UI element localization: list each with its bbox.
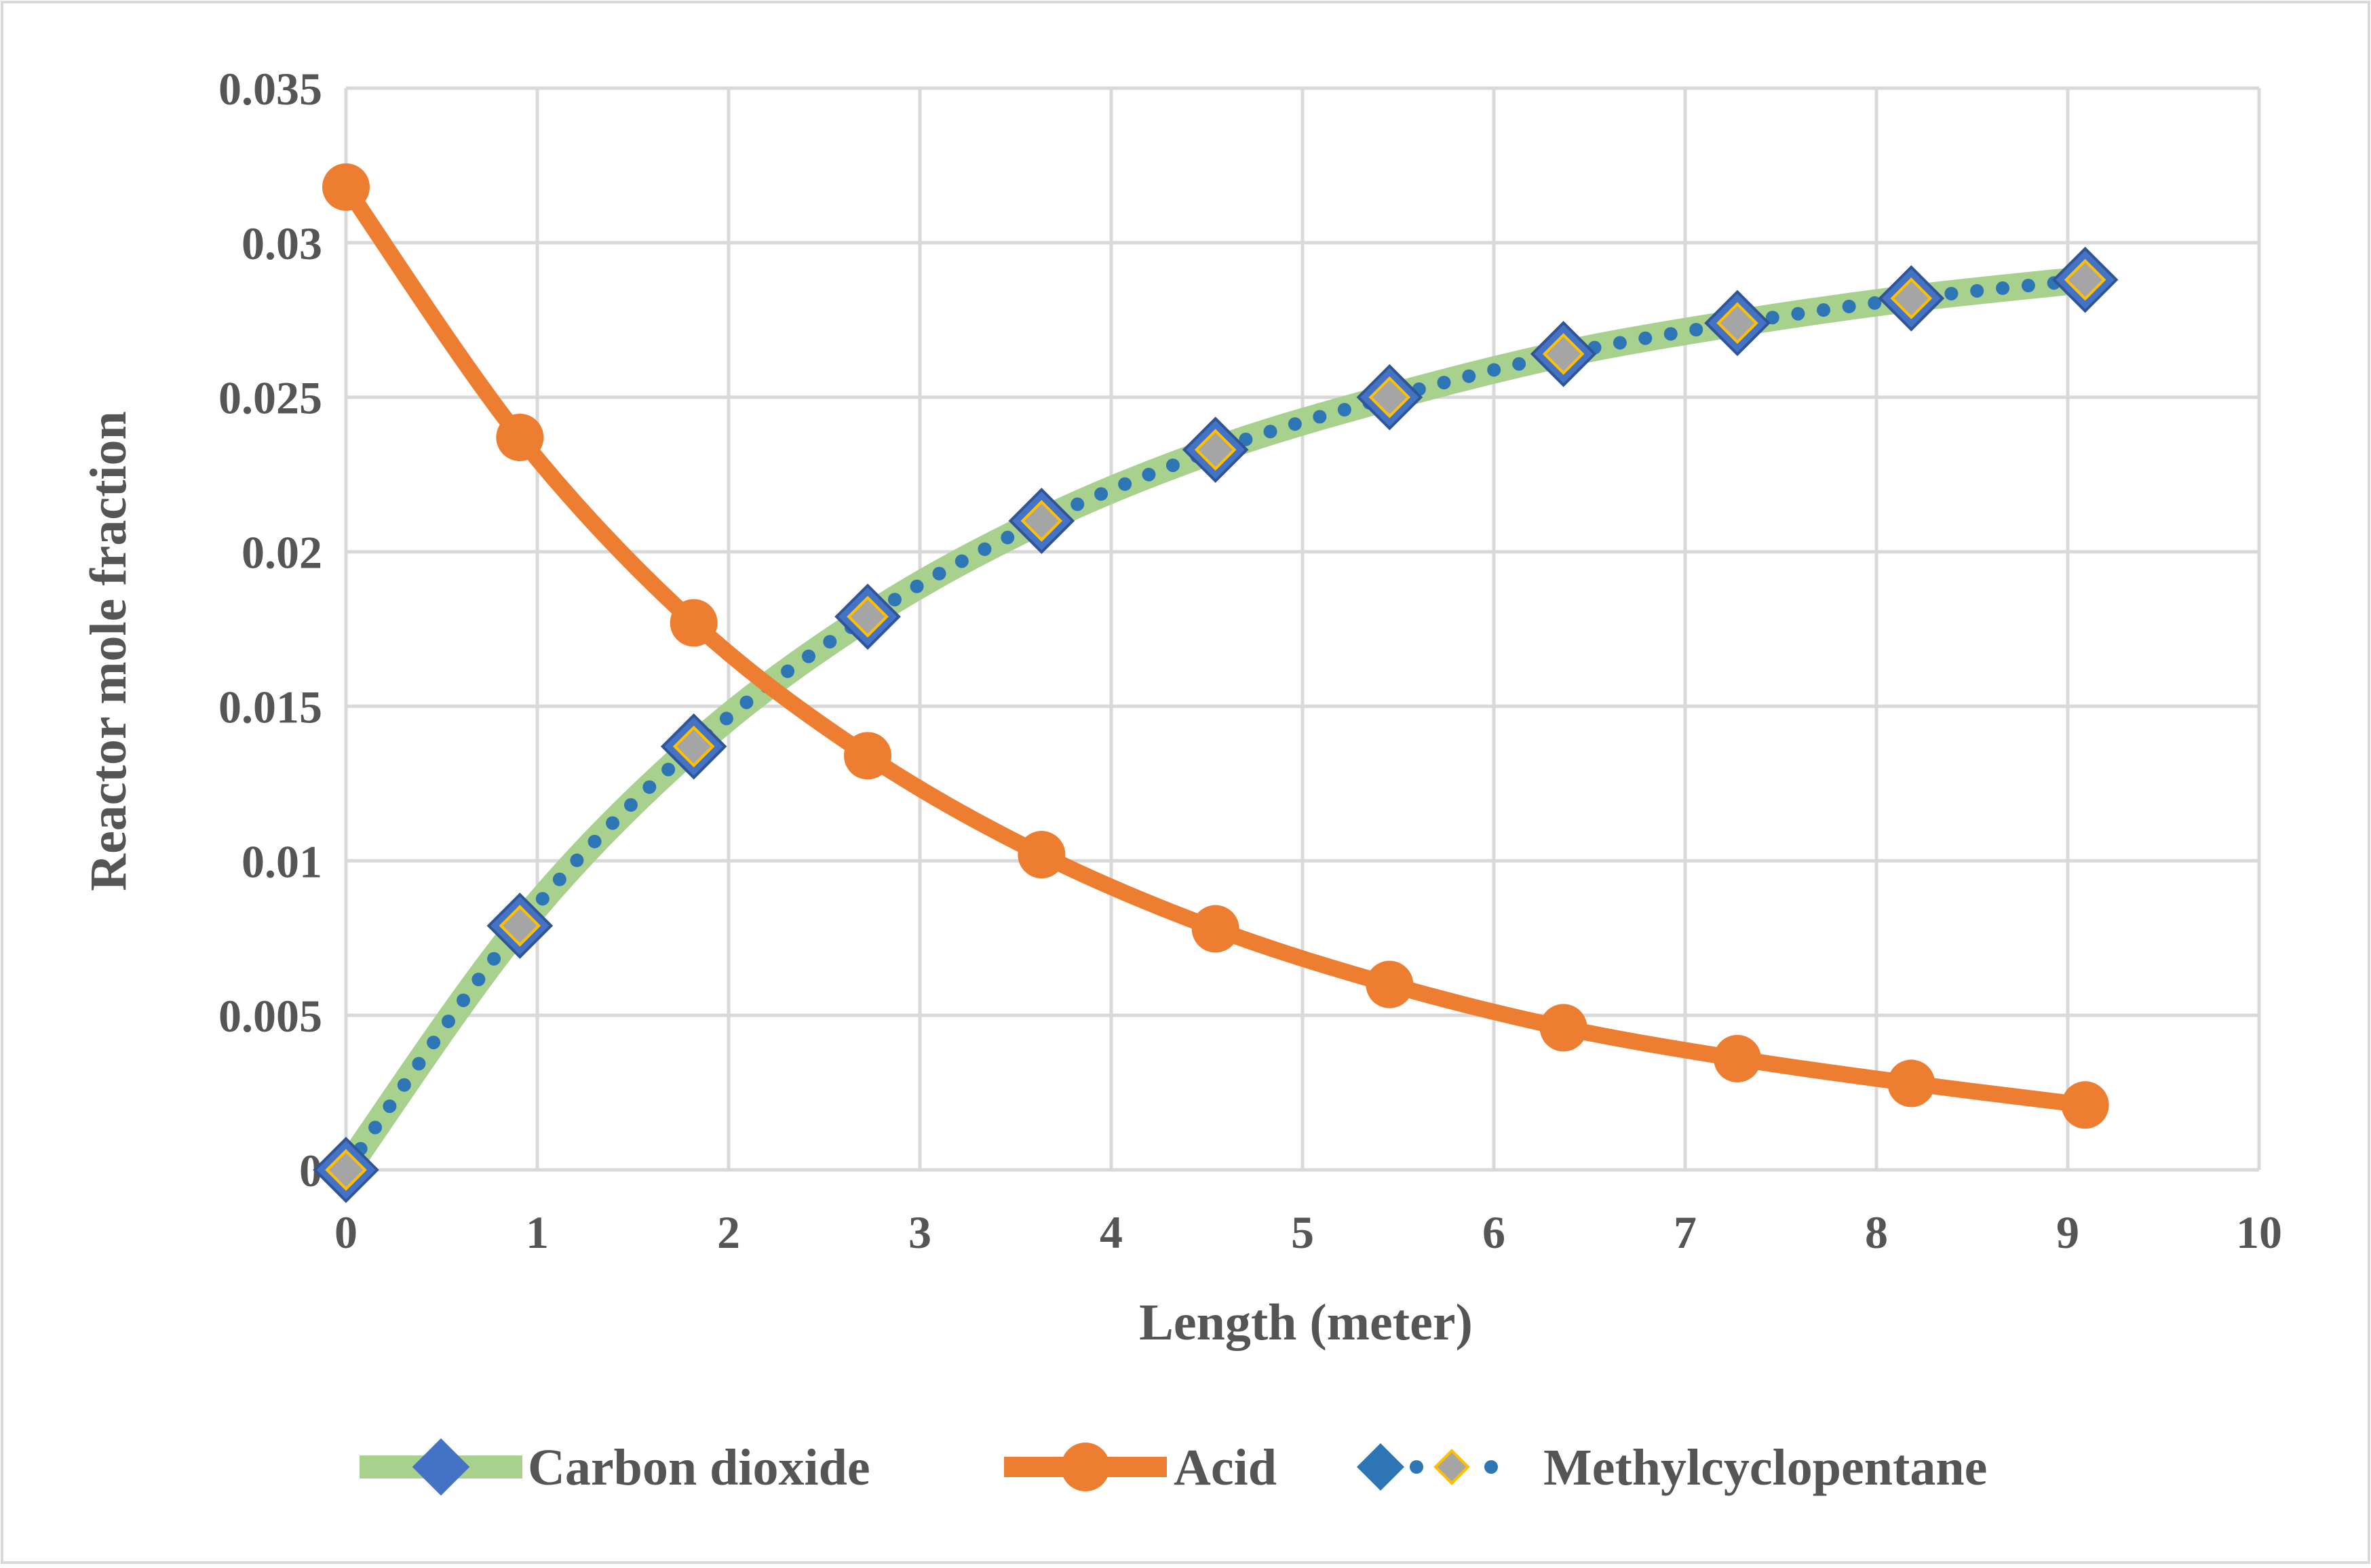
y-tick-label: 0.025 <box>218 372 322 424</box>
series-point-methylcyclopentane[interactable] <box>672 725 715 768</box>
legend-label-acid: Acid <box>1174 1439 1277 1496</box>
series-point-methylcyclopentane[interactable] <box>499 905 541 947</box>
x-tick-label: 0 <box>334 1207 358 1258</box>
series-line-acid <box>338 178 2094 1114</box>
legend-item-methylcyclopentane[interactable]: Methylcyclopentane <box>1357 1439 1987 1496</box>
series-point-methylcyclopentane[interactable] <box>847 595 889 638</box>
x-tick-label: 1 <box>526 1207 549 1258</box>
y-tick-label: 0.015 <box>218 681 322 732</box>
series-point-acid[interactable] <box>1191 905 1239 953</box>
series-line-methylcyclopentane <box>339 273 2092 1177</box>
y-tick-label: 0.035 <box>218 63 322 115</box>
series-point-acid[interactable] <box>1539 1004 1587 1052</box>
series-point-acid[interactable] <box>670 599 718 647</box>
series-point-acid[interactable] <box>322 163 370 211</box>
x-tick-label: 10 <box>2236 1207 2282 1258</box>
legend-label-methylcyclopentane: Methylcyclopentane <box>1543 1439 1987 1496</box>
series-point-acid[interactable] <box>1366 960 1414 1008</box>
x-tick-label: 3 <box>908 1207 931 1258</box>
legend-swatch-methylcyclopentane-marker <box>1433 1449 1470 1485</box>
legend-item-carbon-dioxide[interactable]: Carbon dioxide <box>360 1438 870 1496</box>
x-tick-label: 9 <box>2056 1207 2079 1258</box>
series-point-methylcyclopentane[interactable] <box>1890 277 1933 319</box>
series-point-methylcyclopentane[interactable] <box>1368 376 1411 418</box>
x-tick-label: 8 <box>1865 1207 1888 1258</box>
series-point-acid[interactable] <box>1713 1034 1761 1082</box>
series-point-methylcyclopentane[interactable] <box>1716 302 1758 345</box>
legend-swatch-methylcyclopentane-diamond <box>1357 1443 1404 1491</box>
legend-label-carbon-dioxide: Carbon dioxide <box>528 1439 870 1496</box>
y-tick-label: 0.03 <box>242 218 322 269</box>
x-tick-label: 4 <box>1100 1207 1123 1258</box>
series-point-acid[interactable] <box>496 413 544 461</box>
series-point-acid[interactable] <box>2061 1081 2109 1129</box>
series-point-acid[interactable] <box>844 732 892 780</box>
legend[interactable]: Carbon dioxide Acid Methylcyclopentane <box>360 1438 1987 1496</box>
series-point-methylcyclopentane[interactable] <box>2064 258 2106 301</box>
series-point-methylcyclopentane[interactable] <box>325 1149 367 1191</box>
series-point-methylcyclopentane[interactable] <box>1020 500 1063 542</box>
x-tick-label: 2 <box>717 1207 740 1258</box>
grid <box>344 86 2261 1172</box>
y-tick-label: 0.02 <box>242 527 322 579</box>
series-point-acid[interactable] <box>1018 831 1066 879</box>
legend-swatch-methylcyclopentane-dot <box>1410 1460 1423 1474</box>
x-tick-label: 5 <box>1291 1207 1314 1258</box>
legend-swatch-carbon-dioxide-marker <box>412 1438 470 1496</box>
y-tick-label: 0.005 <box>218 990 322 1042</box>
x-axis-title: Length (meter) <box>1139 1294 1473 1351</box>
x-axis-ticks: 0 1 2 3 4 5 6 7 8 9 10 <box>334 1207 2282 1258</box>
x-tick-label: 7 <box>1674 1207 1697 1258</box>
x-tick-label: 6 <box>1482 1207 1505 1258</box>
y-tick-label: 0.01 <box>242 836 322 887</box>
series-point-methylcyclopentane[interactable] <box>1194 429 1237 471</box>
legend-item-acid[interactable]: Acid <box>1004 1439 1277 1496</box>
legend-swatch-methylcyclopentane-dot <box>1484 1460 1498 1474</box>
series-point-methylcyclopentane[interactable] <box>1542 333 1585 375</box>
series-layer <box>313 163 2119 1203</box>
y-axis-title: Reactor mole fraction <box>80 411 137 891</box>
legend-swatch-acid-marker <box>1061 1443 1110 1491</box>
series-point-acid[interactable] <box>1887 1059 1935 1108</box>
